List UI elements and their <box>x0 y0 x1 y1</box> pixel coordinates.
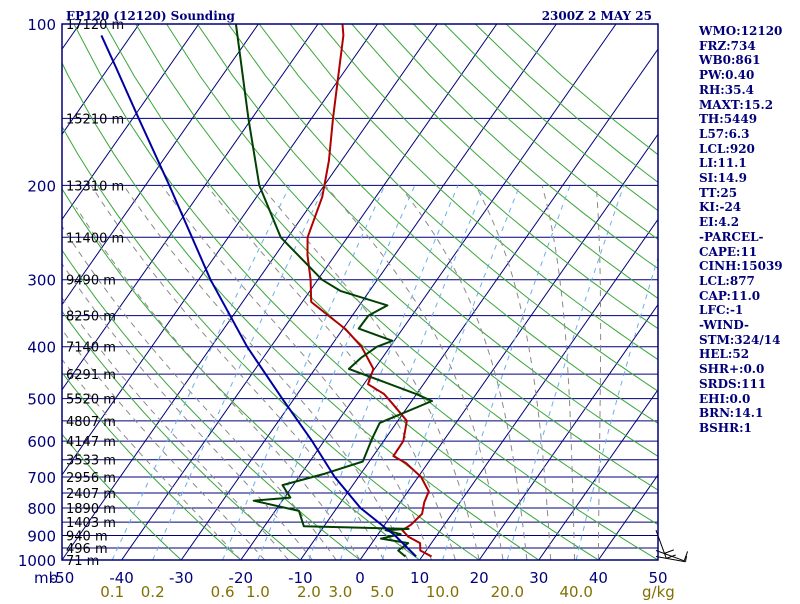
height-label: 13310 m <box>66 179 124 194</box>
mixing-ratio-tick-label: 5.0 <box>370 583 394 600</box>
valid-time: 2300Z 2 MAY 25 <box>542 9 652 23</box>
height-label: 3533 m <box>66 454 116 469</box>
index-item: LFC:-1 <box>699 303 783 318</box>
temperature-tick-label: 30 <box>529 569 548 587</box>
height-label: 6291 m <box>66 368 116 383</box>
index-item: CINH:15039 <box>699 259 783 274</box>
mixing-ratio-tick-label: 2.0 <box>297 583 321 600</box>
mixing-ratio-tick-label: 1.0 <box>246 583 270 600</box>
index-item: SRDS:111 <box>699 377 783 392</box>
index-item: EHI:0.0 <box>699 392 783 407</box>
index-item: RH:35.4 <box>699 83 783 98</box>
index-item: TH:5449 <box>699 112 783 127</box>
height-label: 71 m <box>66 554 99 569</box>
index-item: BSHR:1 <box>699 421 783 436</box>
index-item: BRN:14.1 <box>699 406 783 421</box>
index-item: LCL:920 <box>699 142 783 157</box>
index-item: CAP:11.0 <box>699 289 783 304</box>
index-item: MAXT:15.2 <box>699 98 783 113</box>
mixing-ratio-tick-label: 3.0 <box>328 583 352 600</box>
chart-title: EP120 (12120) Sounding <box>66 9 235 23</box>
height-label: 4807 m <box>66 415 116 430</box>
mixing-ratio-tick-label: 20.0 <box>491 583 524 600</box>
pressure-tick-label: 400 <box>27 339 56 357</box>
index-item: -WIND- <box>699 318 783 333</box>
index-item: KI:-24 <box>699 200 783 215</box>
index-item: TT:25 <box>699 186 783 201</box>
index-item: SHR+:0.0 <box>699 362 783 377</box>
mixing-ratio-unit-label: g/kg <box>642 583 675 600</box>
index-item: LI:11.1 <box>699 156 783 171</box>
index-item: -PARCEL- <box>699 230 783 245</box>
pressure-tick-label: 300 <box>27 272 56 290</box>
index-item: HEL:52 <box>699 347 783 362</box>
pressure-tick-label: 700 <box>27 469 56 487</box>
height-label: 2956 m <box>66 471 116 486</box>
temperature-tick-label: 0 <box>355 569 365 587</box>
height-label: 11400 m <box>66 231 124 246</box>
pressure-tick-label: 1000 <box>18 552 56 570</box>
mixing-ratio-tick-label: 0.6 <box>211 583 235 600</box>
height-label: 9490 m <box>66 274 116 289</box>
height-label: 1890 m <box>66 502 116 517</box>
mixing-ratio-tick-label: 0.2 <box>141 583 165 600</box>
mixing-ratio-tick-label: 0.1 <box>100 583 124 600</box>
height-label: 7140 m <box>66 341 116 356</box>
mixing-ratio-tick-label: 40.0 <box>559 583 592 600</box>
index-item: SI:14.9 <box>699 171 783 186</box>
height-label: 2407 m <box>66 487 116 502</box>
pressure-unit-label: mb <box>34 569 58 587</box>
pressure-tick-label: 100 <box>27 16 56 34</box>
index-item: STM:324/14 <box>699 333 783 348</box>
index-item: WMO:12120 <box>699 24 783 39</box>
index-item: LCL:877 <box>699 274 783 289</box>
index-item: CAPE:11 <box>699 245 783 260</box>
index-item: L57:6.3 <box>699 127 783 142</box>
temperature-tick-label: -30 <box>169 569 194 587</box>
height-label: 5520 m <box>66 393 116 408</box>
temperature-tick-label: 20 <box>470 569 489 587</box>
height-label: 8250 m <box>66 310 116 325</box>
index-item: FRZ:734 <box>699 39 783 54</box>
mixing-ratio-tick-label: 10.0 <box>426 583 459 600</box>
pressure-tick-label: 500 <box>27 391 56 409</box>
index-item: EI:4.2 <box>699 215 783 230</box>
index-item: WB0:861 <box>699 53 783 68</box>
pressure-tick-label: 900 <box>27 528 56 546</box>
pressure-tick-label: 600 <box>27 433 56 451</box>
height-label: 15210 m <box>66 112 124 127</box>
pressure-tick-label: 800 <box>27 500 56 518</box>
index-item: PW:0.40 <box>699 68 783 83</box>
pressure-tick-label: 200 <box>27 177 56 195</box>
height-label: 4147 m <box>66 435 116 450</box>
